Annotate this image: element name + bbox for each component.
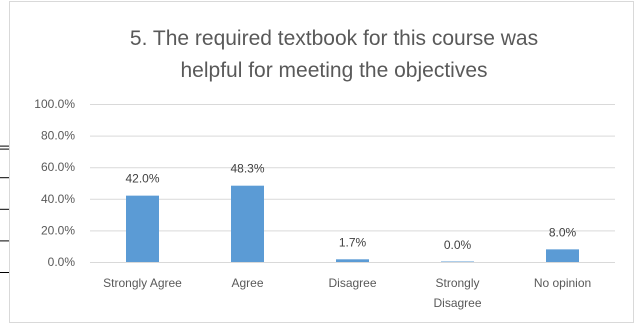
data-label: 0.0%	[444, 238, 472, 252]
bar	[546, 249, 579, 262]
data-label: 48.3%	[230, 162, 264, 176]
chart-title-line-2: helpful for meeting the objectives	[180, 59, 487, 82]
gridlines	[90, 104, 615, 263]
left-edge-marks	[0, 145, 9, 273]
category-label: Strongly Disagree	[433, 276, 481, 310]
y-tick-label: 100.0%	[34, 97, 75, 111]
y-tick-label: 40.0%	[41, 192, 75, 206]
data-label: 42.0%	[125, 172, 159, 186]
y-tick-label: 60.0%	[41, 160, 75, 174]
data-labels: 42.0% 48.3% 1.7% 0.0% 8.0%	[125, 162, 576, 252]
category-label: Agree	[231, 276, 263, 290]
chart-title-line-1: 5. The required textbook for this course…	[130, 27, 538, 50]
y-tick-label: 20.0%	[41, 223, 75, 237]
y-axis-ticks: 0.0% 20.0% 40.0% 60.0% 80.0% 100.0%	[34, 97, 75, 269]
data-label: 1.7%	[339, 235, 367, 249]
category-labels: Strongly Agree Agree Disagree Strongly Disag…	[103, 276, 591, 310]
y-tick-label: 0.0%	[48, 255, 76, 269]
bar	[336, 259, 369, 262]
bars	[126, 185, 579, 262]
chart-title: 5. The required textbook for this course…	[130, 27, 538, 82]
bar	[441, 261, 474, 262]
chart-frame	[9, 1, 634, 323]
bar	[231, 185, 264, 262]
category-label: Strongly Agree	[103, 276, 182, 290]
category-label: Disagree	[328, 276, 376, 290]
bar	[126, 195, 159, 262]
data-label: 8.0%	[549, 225, 577, 239]
y-tick-label: 80.0%	[41, 129, 75, 143]
category-label: No opinion	[534, 276, 591, 290]
